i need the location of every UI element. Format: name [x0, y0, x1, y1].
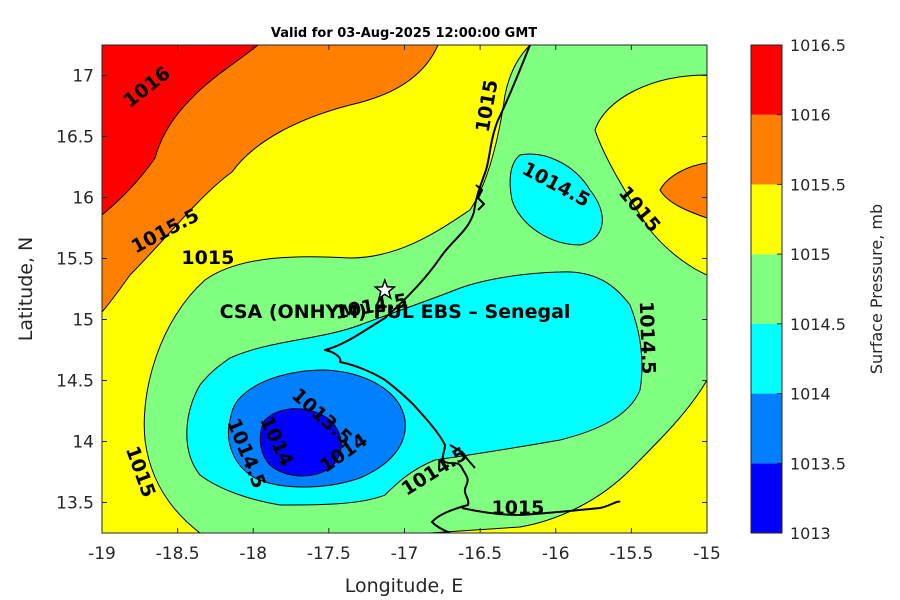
site-label: CSA (ONHYM) FUL EBS – Senegal	[220, 301, 571, 323]
contour-label: 1015	[181, 247, 234, 269]
colorbar-swatch	[751, 463, 782, 533]
isobar-1016	[102, 45, 259, 216]
map-area	[102, 45, 707, 533]
colorbar-tick-label: 1016.5	[790, 36, 846, 55]
y-tick-label: 14.5	[56, 372, 94, 392]
isobar-1015-east	[594, 74, 707, 276]
x-axis-ticks: -19 -18.5 -18 -17.5 -17 -16.5 -16 -15.5 -15	[88, 45, 721, 564]
region-1015-5-nw	[102, 45, 438, 312]
colorbar-frame	[750, 44, 783, 534]
region-1016-nw	[102, 45, 258, 215]
colorbar-swatch	[751, 114, 782, 185]
y-tick-label: 15.5	[56, 250, 94, 270]
y-tick-label: 17	[72, 67, 94, 87]
x-tick-label: -16.5	[458, 544, 502, 564]
region-1013	[260, 408, 342, 476]
gambia-border	[461, 500, 621, 516]
y-axis-label: Latitude, N	[15, 237, 37, 342]
y-tick-label: 15	[72, 311, 94, 331]
x-tick-label: -15	[693, 544, 721, 564]
x-tick-label: -17	[391, 544, 419, 564]
x-tick-label: -18	[239, 544, 267, 564]
x-tick-label: -16	[542, 544, 570, 564]
colorbar-label: Surface Pressure, mb	[867, 204, 886, 374]
isobar-1013-5	[259, 408, 342, 477]
colorbar-swatch	[751, 254, 782, 324]
isobar-1015-west	[143, 45, 531, 533]
colorbar-swatch	[751, 323, 782, 394]
contour-label: 1014.5	[635, 301, 660, 375]
colorbar-tick-label: 1013.5	[790, 454, 846, 473]
coast-detail-north	[475, 184, 485, 211]
x-tick-label: -17.5	[307, 544, 351, 564]
coastline	[324, 45, 531, 533]
colorbar-tick-label: 1015	[790, 245, 831, 264]
colorbar: 1013 1013.5 1014 1014.5 1015 1015.5 1016 1016.5	[751, 36, 846, 543]
colorbar-tick-label: 1015.5	[790, 175, 846, 194]
colorbar-tick-label: 1013	[790, 524, 831, 543]
coast-detail-south	[449, 444, 476, 469]
colorbar-swatch	[751, 45, 782, 115]
isobar-1015-5	[102, 45, 439, 313]
y-tick-label: 16	[72, 189, 94, 209]
isobar-1015-south	[429, 379, 707, 533]
y-tick-label: 16.5	[56, 128, 94, 148]
x-tick-label: -15.5	[609, 544, 653, 564]
y-tick-label: 13.5	[56, 494, 94, 514]
x-tick-label: -19	[88, 544, 116, 564]
site-marker: CSA (ONHYM) FUL EBS – Senegal	[220, 278, 571, 323]
region-1015-5-east	[660, 163, 707, 218]
x-axis-label: Longitude, E	[345, 575, 464, 597]
map-title: Valid for 03-Aug-2025 12:00:00 GMT	[271, 26, 537, 41]
colorbar-tick-label: 1014.5	[790, 315, 846, 334]
y-tick-label: 14	[72, 433, 94, 453]
isobar-1014	[227, 369, 406, 488]
y-axis-ticks: 13.5 14 14.5 15 15.5 16 16.5 17	[56, 67, 707, 514]
colorbar-tick-label: 1014	[790, 385, 831, 404]
isobar-1014-5	[186, 271, 643, 506]
isobar-1015-5-east	[659, 162, 707, 219]
star-icon	[373, 278, 397, 301]
colorbar-swatch	[751, 393, 782, 464]
contour-label: 1015	[491, 497, 544, 519]
isobar-1014-5-north	[509, 153, 603, 246]
x-tick-label: -18.5	[156, 544, 200, 564]
colorbar-swatch	[751, 184, 782, 255]
colorbar-tick-label: 1016	[790, 106, 831, 125]
